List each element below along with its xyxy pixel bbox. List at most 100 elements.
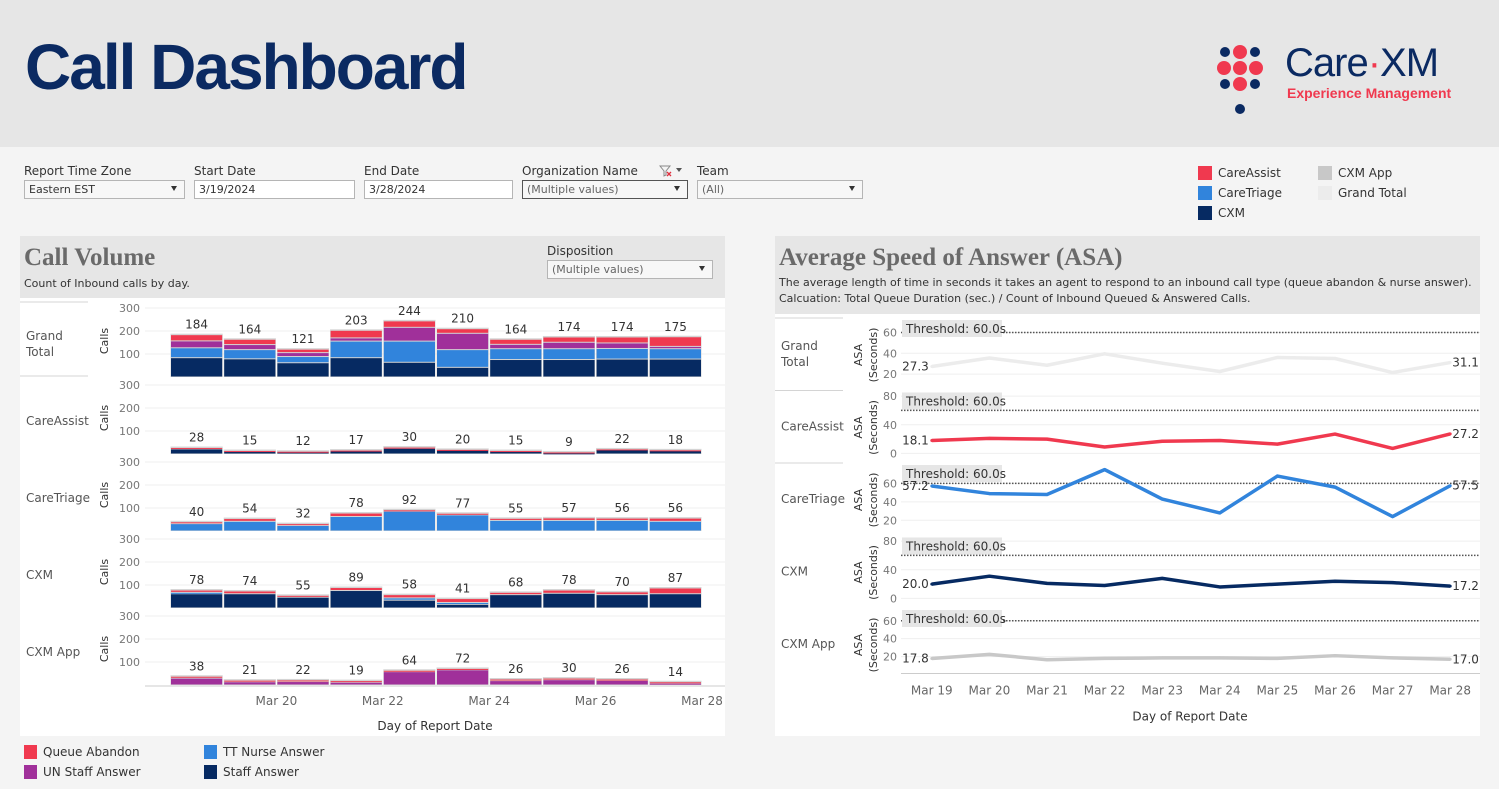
bar-total-label: 210 (451, 312, 474, 326)
asa-point (987, 436, 991, 440)
bar-outline (330, 679, 383, 685)
last-value-label: 57.5 (1452, 479, 1479, 493)
bar-cxm-mar-26: 78 (542, 573, 596, 608)
bar-total-label: 55 (508, 501, 523, 515)
bar-total-label: 175 (664, 320, 687, 334)
bar-total-label: 22 (615, 432, 630, 446)
bar-segment-tt-nurse-answer (649, 349, 701, 359)
bar-segment-queue-abandon (649, 337, 701, 346)
bar-cxm-app-mar-23: 64 (383, 653, 436, 685)
asa-point (1333, 579, 1337, 583)
logo-brand-right: XM (1380, 41, 1439, 85)
legend-item-careassist[interactable]: CareAssist (1198, 166, 1281, 180)
bar-cxm-app-mar-19: 38 (170, 659, 223, 685)
bar-segment-queue-abandon (171, 590, 223, 592)
time-zone-select[interactable]: Eastern EST (24, 180, 185, 199)
bar-total-label: 203 (345, 313, 368, 327)
bar-segment-queue-abandon (596, 679, 648, 681)
end-date-input[interactable]: 3/28/2024 (364, 180, 513, 199)
filter-organization-label: Organization Name (522, 164, 688, 178)
bar-cxm-mar-25: 68 (489, 575, 542, 608)
asa-point (1103, 445, 1107, 449)
bar-segment-staff-answer (330, 451, 382, 454)
legend-item-un-staff-answer[interactable]: UN Staff Answer (24, 765, 141, 779)
bar-segment-un-staff-answer (649, 683, 701, 685)
bar-caretriage-mar-24: 77 (436, 496, 489, 531)
bar-total-label: 18 (668, 433, 683, 447)
y-tick-label: 200 (119, 556, 140, 569)
disposition-select[interactable]: (Multiple values) (547, 260, 713, 279)
x-axis-title: Day of Report Date (377, 719, 492, 733)
logo-tagline: Experience Management (1287, 85, 1452, 101)
asa-point (1218, 656, 1222, 660)
first-value-label: 18.1 (902, 433, 929, 447)
bar-cxm-app-mar-20: 21 (223, 663, 276, 685)
legend-item-grand-total[interactable]: Grand Total (1318, 186, 1407, 200)
bar-segment-staff-answer (277, 597, 329, 608)
legend-item-staff-answer[interactable]: Staff Answer (204, 765, 299, 779)
bar-caretriage-mar-27: 56 (596, 501, 649, 531)
bar-segment-un-staff-answer (437, 670, 489, 685)
filter-disposition: Disposition (Multiple values) (547, 244, 713, 279)
team-select[interactable]: (All) (697, 180, 863, 199)
y-tick-label: 100 (119, 425, 140, 438)
legend-swatch (1198, 186, 1212, 200)
carexm-logo: Care·XM Experience Management (1215, 41, 1475, 125)
bar-total-label: 164 (504, 322, 527, 336)
bar-segment-queue-abandon (383, 670, 435, 672)
legend-item-caretriage[interactable]: CareTriage (1198, 186, 1282, 200)
y-tick-label: 300 (119, 533, 140, 546)
bar-segment-staff-answer (649, 359, 701, 377)
asa-point (987, 356, 991, 360)
bar-segment-un-staff-answer (330, 338, 382, 341)
filter-time-zone-label: Report Time Zone (24, 164, 132, 178)
legend-label: Grand Total (1338, 186, 1407, 200)
asa-point (930, 582, 934, 586)
legend-item-tt-nurse-answer[interactable]: TT Nurse Answer (204, 745, 324, 759)
legend-item-cxm[interactable]: CXM (1198, 206, 1245, 220)
bar-segment-queue-abandon (277, 595, 329, 597)
row-label-grand-total: Total (780, 355, 809, 369)
filter-end-date: End Date 3/28/2024 (364, 164, 513, 199)
bar-segment-un-staff-answer (596, 680, 648, 685)
filter-team: Team (All) (697, 164, 863, 199)
bar-total-label: 32 (295, 507, 310, 521)
bar-segment-queue-abandon (543, 337, 595, 342)
bar-total-label: 14 (668, 665, 683, 679)
time-zone-value: Eastern EST (29, 183, 95, 196)
bar-total-label: 56 (615, 501, 630, 515)
y-axis-title: (Seconds) (867, 618, 880, 673)
x-axis-title: Day of Report Date (1132, 710, 1247, 724)
y-tick-label: 0 (890, 447, 897, 460)
legend-item-queue-abandon[interactable]: Queue Abandon (24, 745, 140, 759)
organization-select[interactable]: (Multiple values) (522, 180, 688, 199)
row-label-caretriage: CareTriage (781, 492, 845, 506)
bar-segment-tt-nurse-answer (171, 348, 223, 358)
first-value-label: 27.3 (902, 360, 929, 374)
y-axis-title: Calls (98, 636, 111, 663)
bar-segment-staff-answer (596, 359, 648, 377)
dashboard-title: Call Dashboard (25, 31, 468, 103)
bar-segment-staff-answer (277, 363, 329, 377)
bar-segment-queue-abandon (649, 588, 701, 594)
bar-total-label: 184 (185, 318, 208, 332)
asa-line-cxm-app (931, 652, 1451, 662)
bar-segment-tt-nurse-answer (543, 349, 595, 360)
bar-cxm-mar-21: 55 (276, 578, 330, 608)
bar-segment-queue-abandon (437, 513, 489, 515)
filter-organization: Organization Name (Multiple values) (522, 164, 688, 199)
bar-segment-un-staff-answer (224, 345, 276, 350)
bar-caretriage-mar-28: 56 (649, 501, 702, 531)
bar-cxm-mar-22: 89 (330, 571, 383, 608)
start-date-input[interactable]: 3/19/2024 (194, 180, 355, 199)
bar-total-label: 174 (558, 320, 581, 334)
bar-total-label: 72 (455, 651, 470, 665)
legend-label: CXM App (1338, 166, 1393, 180)
clear-filter-icon[interactable] (659, 165, 685, 177)
legend-item-cxm-app[interactable]: CXM App (1318, 166, 1392, 180)
bar-cxm-mar-28: 87 (649, 571, 702, 608)
start-date-value: 3/19/2024 (199, 183, 256, 196)
dashboard-header: Call Dashboard Care·XM Experience Manage… (0, 0, 1499, 147)
bar-segment-queue-abandon (490, 339, 542, 344)
